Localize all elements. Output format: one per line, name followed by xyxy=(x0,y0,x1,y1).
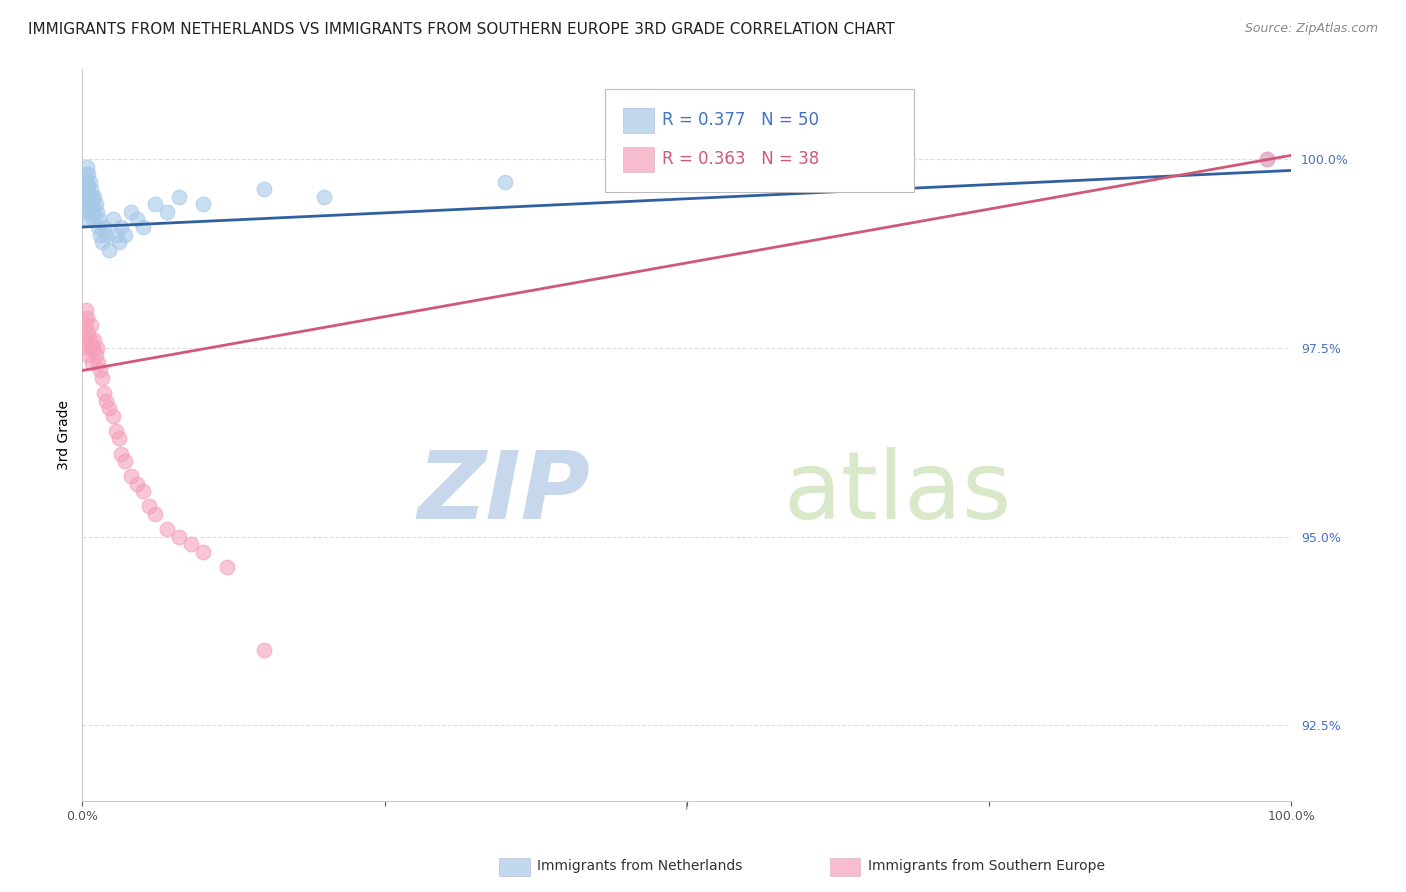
Point xyxy=(76,341,98,355)
Point xyxy=(143,507,166,521)
Point xyxy=(93,386,115,401)
Point xyxy=(132,220,155,235)
Point xyxy=(180,537,202,551)
Point xyxy=(80,318,103,333)
Point xyxy=(76,197,98,211)
Text: Immigrants from Netherlands: Immigrants from Netherlands xyxy=(537,859,742,873)
Point xyxy=(83,190,105,204)
Point xyxy=(253,182,276,196)
Point xyxy=(107,431,129,445)
Point xyxy=(105,227,128,242)
Point xyxy=(80,341,103,355)
Point xyxy=(101,409,124,423)
Text: R = 0.363   N = 38: R = 0.363 N = 38 xyxy=(662,150,820,168)
Point xyxy=(96,393,118,408)
Point xyxy=(97,243,120,257)
Point xyxy=(132,484,155,499)
Point xyxy=(167,190,190,204)
Point xyxy=(82,212,104,227)
Point xyxy=(125,476,148,491)
Point xyxy=(97,401,120,416)
Point xyxy=(76,160,98,174)
Point xyxy=(253,642,276,657)
Point xyxy=(494,175,516,189)
Point xyxy=(77,348,100,362)
Point xyxy=(83,205,105,219)
Text: Immigrants from Southern Europe: Immigrants from Southern Europe xyxy=(868,859,1105,873)
Point xyxy=(79,175,101,189)
Point xyxy=(125,212,148,227)
Point xyxy=(75,303,97,318)
Point xyxy=(107,235,129,249)
Point xyxy=(120,469,142,483)
Point xyxy=(80,197,103,211)
Point xyxy=(73,175,96,189)
Text: IMMIGRANTS FROM NETHERLANDS VS IMMIGRANTS FROM SOUTHERN EUROPE 3RD GRADE CORRELA: IMMIGRANTS FROM NETHERLANDS VS IMMIGRANT… xyxy=(28,22,896,37)
Point xyxy=(77,197,100,211)
Point xyxy=(120,205,142,219)
Point xyxy=(89,212,111,227)
Point xyxy=(75,333,97,347)
Point xyxy=(73,182,96,196)
Point xyxy=(75,205,97,219)
Text: R = 0.377   N = 50: R = 0.377 N = 50 xyxy=(662,111,820,128)
Point xyxy=(114,227,136,242)
Point xyxy=(90,235,112,249)
Point xyxy=(76,175,98,189)
Point xyxy=(86,341,108,355)
Point xyxy=(193,197,215,211)
Text: Source: ZipAtlas.com: Source: ZipAtlas.com xyxy=(1244,22,1378,36)
Point xyxy=(86,205,108,219)
Point xyxy=(77,182,100,196)
Point xyxy=(80,356,103,370)
Point xyxy=(87,220,110,235)
Point xyxy=(156,205,179,219)
Text: atlas: atlas xyxy=(783,447,1012,540)
Point xyxy=(80,182,103,196)
Point xyxy=(87,356,110,370)
Point xyxy=(312,190,335,204)
Point xyxy=(105,424,128,438)
Point xyxy=(75,167,97,181)
Point xyxy=(138,500,160,514)
Point xyxy=(73,318,96,333)
Point xyxy=(80,205,103,219)
Point xyxy=(101,212,124,227)
Point xyxy=(77,212,100,227)
Point xyxy=(77,167,100,181)
Point xyxy=(143,197,166,211)
Point xyxy=(79,190,101,204)
Point xyxy=(156,522,179,536)
Point xyxy=(93,220,115,235)
Point xyxy=(82,197,104,211)
Point xyxy=(1256,152,1278,166)
Point xyxy=(110,446,132,460)
Point xyxy=(80,190,103,204)
Y-axis label: 3rd Grade: 3rd Grade xyxy=(58,400,72,470)
Point xyxy=(76,310,98,325)
Point xyxy=(114,454,136,468)
Point xyxy=(167,530,190,544)
Point xyxy=(89,363,111,377)
Point xyxy=(83,333,105,347)
Point xyxy=(79,205,101,219)
Point xyxy=(84,348,107,362)
Point xyxy=(96,227,118,242)
Point xyxy=(79,333,101,347)
Point xyxy=(84,197,107,211)
Point xyxy=(72,190,94,204)
Point xyxy=(82,341,104,355)
Point xyxy=(217,559,239,574)
Point xyxy=(1256,152,1278,166)
Point xyxy=(90,371,112,385)
Point xyxy=(76,190,98,204)
Text: ZIP: ZIP xyxy=(418,447,591,540)
Point xyxy=(110,220,132,235)
Point xyxy=(75,190,97,204)
Point xyxy=(193,544,215,558)
Point xyxy=(77,326,100,340)
Point xyxy=(89,227,111,242)
